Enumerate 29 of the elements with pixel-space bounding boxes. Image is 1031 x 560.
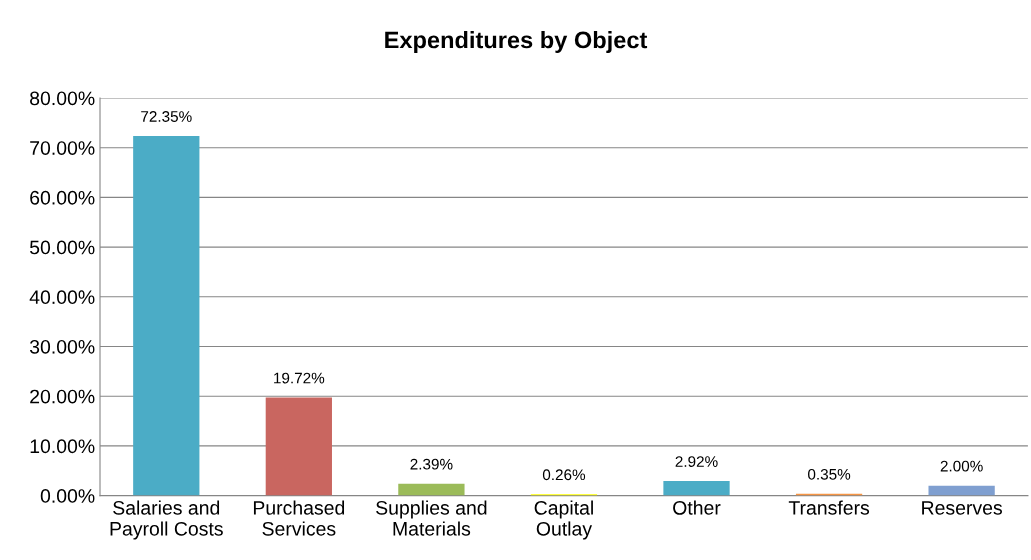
data-label: 0.26% bbox=[542, 469, 586, 481]
y-tick-label: 60.00% bbox=[30, 190, 95, 205]
y-tick-label: 50.00% bbox=[29, 240, 95, 255]
y-tick-label: 40.00% bbox=[29, 290, 95, 305]
chart-title: Expenditures by Object bbox=[385, 31, 648, 53]
data-label: 2.39% bbox=[410, 458, 453, 470]
x-tick-label: Salaries and Payroll Costs bbox=[110, 500, 223, 540]
y-tick-label: 30.00% bbox=[29, 339, 95, 354]
x-tick-label: Capital Outlay bbox=[534, 500, 593, 540]
y-tick-label: 80.00% bbox=[30, 91, 95, 106]
bar bbox=[663, 481, 730, 496]
y-tick-label: 20.00% bbox=[30, 389, 95, 404]
data-label: 2.92% bbox=[675, 456, 718, 467]
bar bbox=[133, 136, 200, 496]
y-tick-label: 0.00% bbox=[40, 489, 95, 503]
bar bbox=[928, 485, 995, 496]
x-tick-label: Purchased Services bbox=[253, 500, 345, 536]
data-label: 0.35% bbox=[808, 468, 851, 480]
data-label: 19.72% bbox=[274, 372, 325, 384]
x-tick-label: Reserves bbox=[922, 501, 1002, 515]
y-tick-label: 70.00% bbox=[30, 141, 95, 155]
bar bbox=[398, 483, 465, 496]
y-tick-label: 10.00% bbox=[30, 439, 95, 454]
data-label: 2.00% bbox=[940, 460, 983, 472]
x-tick-label: Supplies and Materials bbox=[376, 500, 487, 536]
data-label: 72.35% bbox=[141, 111, 192, 122]
bar bbox=[265, 397, 332, 496]
x-tick-label: Other bbox=[673, 500, 721, 515]
x-tick-label: Transfers bbox=[788, 500, 870, 515]
